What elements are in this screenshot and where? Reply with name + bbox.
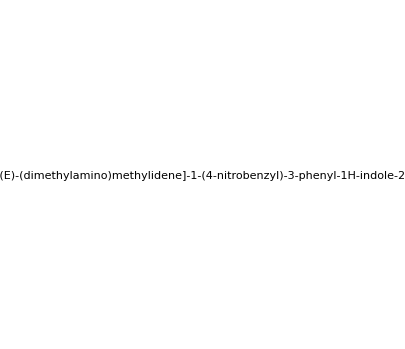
Text: 5-chloro-N-[(E)-(dimethylamino)methylidene]-1-(4-nitrobenzyl)-3-phenyl-1H-indole: 5-chloro-N-[(E)-(dimethylamino)methylide… — [0, 171, 405, 181]
